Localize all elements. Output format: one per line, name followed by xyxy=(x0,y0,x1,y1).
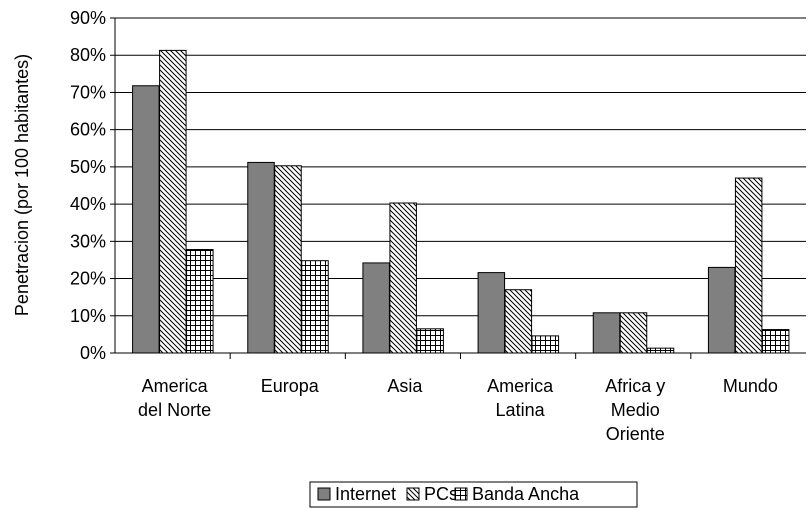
bar-banda-ancha xyxy=(761,329,790,354)
bar-internet xyxy=(362,262,390,354)
x-category-label: America del Norte xyxy=(138,376,211,420)
bar-pcs xyxy=(159,49,187,354)
y-tick-label: 0% xyxy=(80,343,106,363)
gridlines xyxy=(115,17,806,317)
y-tick-label: 70% xyxy=(70,82,106,102)
legend-label: Banda Ancha xyxy=(472,484,580,504)
bar-internet xyxy=(707,266,736,354)
bars xyxy=(132,49,790,354)
legend-box xyxy=(309,481,638,508)
bar-internet xyxy=(477,272,506,354)
x-category-label: Asia xyxy=(387,376,423,396)
legend-swatch xyxy=(454,487,468,501)
legend-swatch xyxy=(406,487,420,501)
bar-banda-ancha xyxy=(646,347,675,354)
bar-banda-ancha xyxy=(186,249,214,354)
y-tick-labels: 0% 10% 20% 30% 40% 50% 60% 70% 80% 90% xyxy=(70,8,115,363)
bar-banda-ancha xyxy=(416,328,444,354)
legend-label: Internet xyxy=(335,484,396,504)
y-tick-label: 40% xyxy=(70,194,106,214)
y-tick-label: 30% xyxy=(70,231,106,251)
legend: Internet PCs Banda Ancha xyxy=(309,481,638,508)
y-tick-label: 80% xyxy=(70,45,106,65)
bar-banda-ancha xyxy=(301,260,329,354)
x-category-label: Europa xyxy=(261,376,320,396)
bar-internet xyxy=(592,312,621,354)
x-category-labels: America del Norte Europa Asia America Latina A… xyxy=(138,353,778,444)
bar-internet xyxy=(132,85,160,354)
bar-pcs xyxy=(734,177,763,354)
y-tick-label: 10% xyxy=(70,306,106,326)
bar-banda-ancha xyxy=(531,335,560,354)
y-tick-label: 20% xyxy=(70,269,106,289)
legend-swatch xyxy=(317,487,331,501)
x-category-label: America Latina xyxy=(487,376,554,420)
x-category-label: Mundo xyxy=(723,376,778,396)
bar-pcs xyxy=(274,165,302,354)
bar-internet xyxy=(247,161,275,354)
bar-pcs xyxy=(619,312,648,354)
x-category-label: Africa y Medio Oriente xyxy=(605,376,665,444)
legend-label: PCs xyxy=(424,484,458,504)
y-axis-title: Penetracion (por 100 habitantes) xyxy=(12,54,32,316)
y-tick-label: 50% xyxy=(70,157,106,177)
bar-pcs xyxy=(504,289,533,354)
y-tick-label: 60% xyxy=(70,120,106,140)
bar-pcs xyxy=(389,202,417,354)
axes xyxy=(114,18,806,354)
y-tick-label: 90% xyxy=(70,8,106,28)
